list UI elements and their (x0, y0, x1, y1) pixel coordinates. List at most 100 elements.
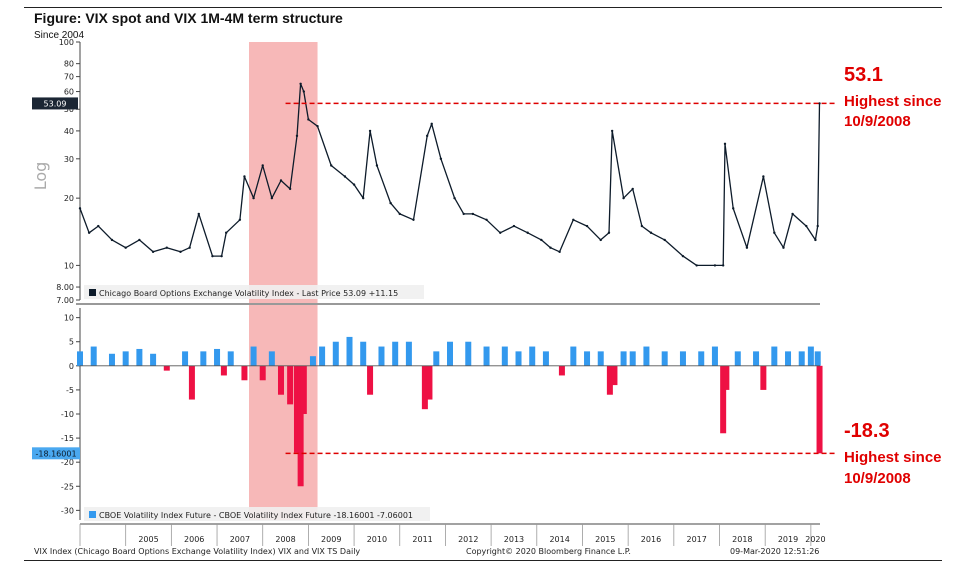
top-last-value-label: 53.09 (44, 99, 67, 108)
term-structure-bar (287, 365, 294, 405)
bottom-y-tick-label: 10 (64, 314, 74, 323)
top-y-tick-label: 100 (59, 38, 74, 47)
term-structure-bar (447, 341, 453, 366)
term-structure-bar (297, 365, 304, 487)
vix-spot-point (695, 264, 698, 267)
x-tick-label: 2006 (184, 535, 204, 544)
term-structure-bar (807, 346, 814, 366)
crisis-highlight (249, 42, 318, 520)
term-structure-bar (108, 353, 115, 366)
x-tick-label: 2019 (778, 535, 798, 544)
vix-spot-point (211, 254, 214, 258)
top-legend-box (84, 285, 424, 299)
term-structure-bar (584, 351, 591, 366)
vix-spot-point (439, 157, 443, 161)
term-structure-bar (421, 365, 428, 410)
vix-spot-point (362, 196, 365, 200)
vix-spot-point (805, 224, 808, 228)
term-structure-bar (360, 341, 367, 366)
vix-spot-point (462, 212, 465, 216)
term-structure-bar (346, 336, 353, 366)
term-structure-bar (606, 365, 613, 395)
vix-spot-point (631, 187, 634, 191)
bottom-y-tick-label: -10 (61, 410, 74, 419)
top-y-tick-label: 40 (64, 127, 74, 136)
vix-spot-point (78, 207, 82, 210)
term-structure-bar (771, 346, 778, 366)
vix-spot-point (368, 129, 372, 133)
bottom-legend-label: CBOE Volatility Index Future - CBOE Vola… (99, 511, 413, 520)
top-y-tick-label: 30 (64, 155, 74, 164)
vix-spot-point (412, 218, 415, 221)
vix-spot-point (649, 231, 653, 234)
term-structure-bar (426, 365, 433, 400)
vix-spot-point (816, 224, 819, 228)
term-structure-bar (515, 351, 522, 366)
vix-spot-point (261, 164, 264, 167)
top-panel-bg (80, 42, 820, 300)
bottom-last-value-badge (32, 447, 80, 460)
vix-spot-point (499, 231, 502, 234)
bottom-legend-box (84, 507, 430, 521)
vix-spot-point (197, 212, 200, 216)
bottom-y-tick-label: -30 (61, 506, 74, 515)
term-structure-bar (182, 351, 189, 366)
term-structure-bar (483, 346, 490, 366)
vix-spot-point (732, 207, 735, 210)
term-structure-bar (529, 346, 536, 366)
term-structure-bar (259, 365, 266, 381)
vix-spot-point (352, 183, 356, 186)
term-structure-bar (378, 346, 385, 366)
term-structure-bar (760, 365, 767, 390)
term-structure-bar (620, 351, 627, 366)
term-structure-bar (136, 348, 143, 366)
term-structure-bar (720, 365, 727, 434)
term-structure-bar (629, 351, 636, 366)
bottom-last-value-label: -18.16001 (35, 449, 76, 458)
term-structure-bar (753, 351, 760, 366)
vix-spot-point (640, 224, 644, 228)
vix-spot-point (270, 196, 274, 200)
top-y-axis-title: Log (31, 162, 50, 191)
x-tick-label: 2017 (686, 535, 706, 544)
vix-spot-point (398, 212, 401, 216)
term-structure-bar (200, 351, 207, 366)
x-tick-label: 2012 (458, 535, 478, 544)
top-y-tick-label: 7.00 (56, 296, 74, 305)
vix-spot-point (681, 254, 685, 258)
term-structure-bar (597, 351, 604, 366)
vix-spot-point (188, 246, 191, 249)
term-structure-bar (816, 365, 823, 454)
x-tick-label: 2007 (230, 535, 250, 544)
term-structure-bar (570, 346, 577, 366)
figure-title: Figure: VIX spot and VIX 1M-4M term stru… (34, 10, 343, 26)
x-tick-label: 2013 (504, 535, 524, 544)
term-structure-bar (465, 341, 472, 366)
x-tick-label: 2011 (412, 535, 432, 544)
vix-spot-point (343, 175, 347, 178)
bottom-y-tick-label: -20 (61, 458, 74, 467)
footer-copyright: Copyright© 2020 Bloomberg Finance L.P. (466, 547, 631, 556)
vix-spot-point (238, 218, 242, 221)
vix-spot-point (773, 231, 776, 234)
term-structure-bar (814, 351, 821, 366)
term-structure-bar (405, 341, 412, 366)
term-structure-bar (611, 365, 618, 386)
term-structure-bar (661, 351, 668, 366)
vix-spot-point (124, 246, 127, 249)
term-structure-bar (367, 365, 374, 395)
term-structure-bar (150, 353, 157, 366)
vix-spot-point (299, 82, 302, 85)
vix-spot-point (485, 218, 488, 221)
bottom-legend-swatch (89, 511, 96, 518)
bottom-y-tick-label: 5 (69, 338, 74, 347)
vix-spot-point (526, 231, 529, 234)
vix-spot-point (814, 238, 817, 242)
term-structure-bar (734, 351, 741, 366)
term-structure-bar (798, 351, 805, 366)
term-structure-bar (90, 346, 97, 366)
figure-subtitle: Since 2004 (34, 30, 85, 41)
bottom-y-tick-label: -5 (66, 386, 74, 395)
vix-spot-point (453, 196, 456, 200)
